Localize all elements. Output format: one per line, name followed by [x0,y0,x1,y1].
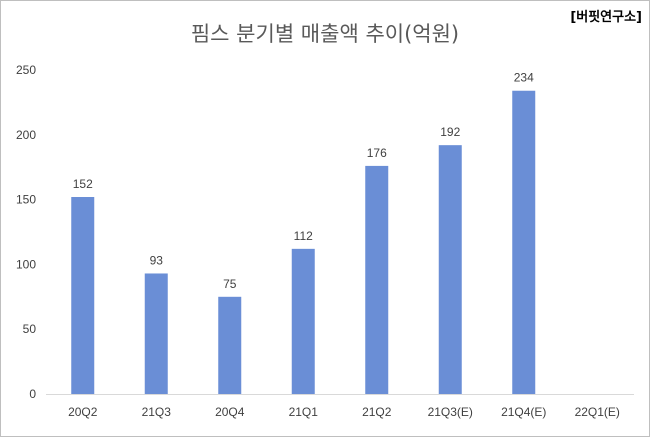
y-tick-label: 0 [29,387,36,401]
data-label: 192 [440,125,460,139]
data-label: 176 [367,146,387,160]
x-tick-label: 21Q2 [362,405,392,419]
y-tick-label: 200 [16,128,36,142]
bar [438,145,462,394]
data-label: 234 [514,71,534,85]
data-label: 75 [223,277,237,291]
data-label: 152 [73,177,93,191]
bar [144,273,168,394]
x-tick-label: 20Q2 [68,405,98,419]
y-tick-label: 250 [16,63,36,77]
x-tick-label: 21Q3(E) [428,405,473,419]
y-tick-label: 50 [23,322,37,336]
y-tick-label: 100 [16,257,36,271]
x-tick-label: 22Q1(E) [575,405,620,419]
bar [512,90,536,395]
x-tick-label: 21Q3 [142,405,172,419]
data-label: 112 [294,229,313,243]
x-tick-label: 20Q4 [215,405,245,419]
data-label: 93 [150,253,164,267]
y-tick-label: 150 [16,193,36,207]
bar [291,248,315,394]
bar [71,197,95,394]
bar [218,296,242,394]
bar [365,165,389,394]
x-tick-label: 21Q4(E) [501,405,546,419]
chart-title: 핌스 분기별 매출액 추이(억원) [190,22,460,46]
x-tick-label: 21Q1 [289,405,319,419]
source-tag: [버핏연구소] [570,10,642,25]
